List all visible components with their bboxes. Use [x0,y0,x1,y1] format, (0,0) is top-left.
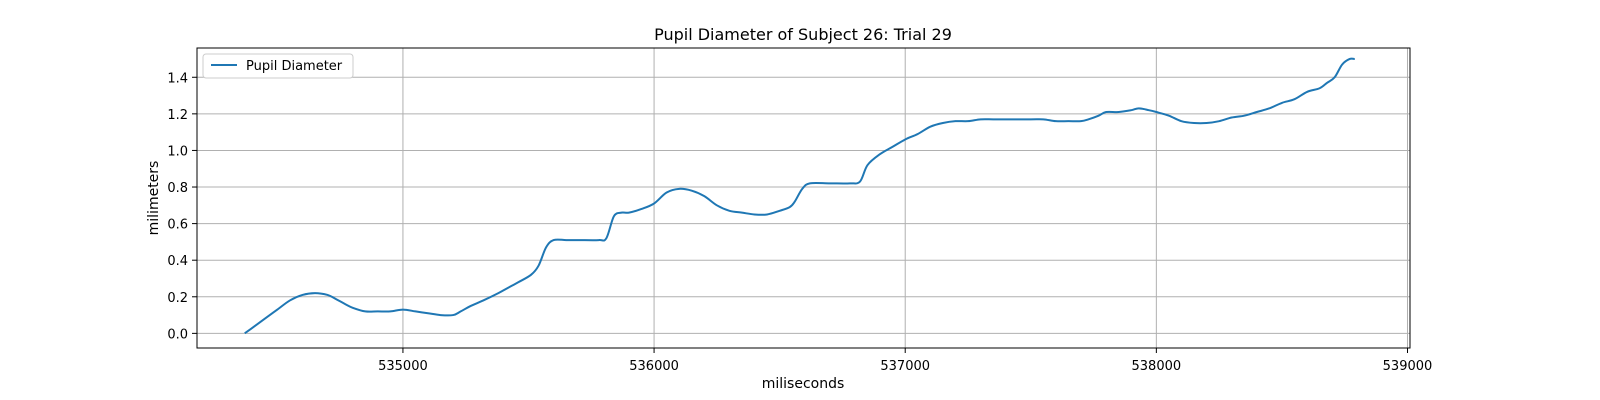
chart-title: Pupil Diameter of Subject 26: Trial 29 [654,25,952,44]
legend-box [202,53,354,79]
grid-layer [197,48,1410,348]
axis-ticks: 535000 536000 537000 538000 539000 0.0 0.2 0.4 0… [167,71,1432,374]
y-axis-label: milimeters [146,161,162,236]
x-axis-label: miliseconds [762,376,845,392]
x-tick-label: 536000 [629,359,679,374]
x-tick-label: 535000 [378,359,428,374]
x-tick-label: 538000 [1132,359,1182,374]
x-tick-label: 539000 [1383,359,1433,374]
y-tick-label: 0.2 [167,291,188,306]
y-tick-label: 1.2 [167,108,188,123]
y-tick-label: 1.0 [167,144,188,159]
y-tick-label: 0.6 [167,218,188,233]
x-tick-label: 537000 [880,359,930,374]
plot-area-frame [196,47,1411,349]
legend-label-pupil-diameter: Pupil Diameter [246,59,343,74]
y-tick-label: 0.4 [167,254,188,269]
y-tick-label: 1.4 [167,71,188,86]
y-tick-label: 0.8 [167,181,188,196]
y-tick-label: 0.0 [167,327,188,342]
series-line-pupil-diameter [244,57,1355,335]
legend: Pupil Diameter [202,53,354,79]
